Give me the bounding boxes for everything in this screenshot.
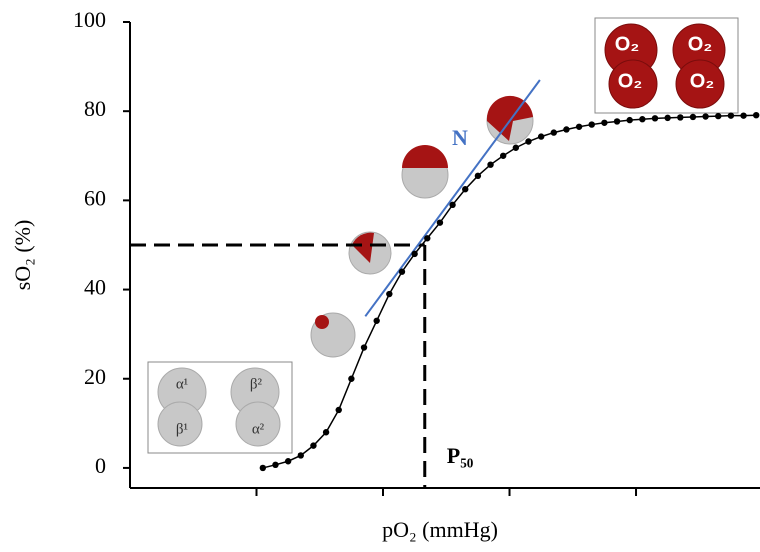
- data-point: [437, 219, 443, 225]
- y-tick-label: 100: [73, 7, 106, 32]
- chart: sO₂ (%) pO₂ (mmHg) 0 20 40 60 80 100 α¹ β² β¹ α² O…: [0, 0, 760, 552]
- y-axis-label: sO₂ (%): [10, 220, 35, 291]
- data-point: [753, 112, 759, 118]
- data-point: [424, 235, 430, 241]
- data-point: [373, 318, 379, 324]
- inset-label: O₂: [688, 33, 712, 55]
- inset-label: α¹: [176, 376, 188, 392]
- data-point: [399, 269, 405, 275]
- data-point: [715, 113, 721, 119]
- series-line: [263, 115, 756, 468]
- data-point: [652, 115, 658, 121]
- data-point: [336, 407, 342, 413]
- data-point: [614, 118, 620, 124]
- y-tick-label: 40: [84, 275, 106, 300]
- data-point: [563, 126, 569, 132]
- inset-label: α²: [252, 421, 265, 437]
- p50-label: P₅₀: [447, 443, 474, 468]
- data-point: [361, 344, 367, 350]
- data-point: [449, 202, 455, 208]
- inset-label: O₂: [690, 70, 714, 92]
- data-point: [690, 114, 696, 120]
- x-axis-label: pO₂ (mmHg): [382, 517, 498, 542]
- data-point: [285, 458, 291, 464]
- inset-label: O₂: [618, 70, 642, 92]
- data-point: [323, 429, 329, 435]
- data-point: [513, 145, 519, 151]
- data-point: [626, 117, 632, 123]
- y-tick-label: 20: [84, 364, 106, 389]
- inset-label: β¹: [176, 421, 188, 437]
- inset-label: O₂: [615, 33, 639, 55]
- data-point: [500, 153, 506, 159]
- data-point: [589, 121, 595, 127]
- data-point: [462, 186, 468, 192]
- data-point: [487, 161, 493, 167]
- data-point: [639, 116, 645, 122]
- data-point: [475, 173, 481, 179]
- y-tick-label: 0: [95, 453, 106, 478]
- data-point: [386, 291, 392, 297]
- data-point: [551, 129, 557, 135]
- y-tick-label: 80: [84, 96, 106, 121]
- decoration: [148, 18, 738, 453]
- data-point: [298, 452, 304, 458]
- inset-label: β²: [250, 376, 263, 392]
- data-point: [411, 251, 417, 257]
- data-point: [728, 112, 734, 118]
- data-point: [538, 133, 544, 139]
- tangent-line: [365, 80, 540, 316]
- data-point: [348, 376, 354, 382]
- data-point: [601, 120, 607, 126]
- data-point: [260, 465, 266, 471]
- data-point: [576, 124, 582, 130]
- y-tick-label: 60: [84, 185, 106, 210]
- data-point: [740, 112, 746, 118]
- data-point: [310, 442, 316, 448]
- data-point: [664, 115, 670, 121]
- data-point: [702, 113, 708, 119]
- data-point: [525, 138, 531, 144]
- data-point: [677, 114, 683, 120]
- data-point: [272, 462, 278, 468]
- tangent-label: N: [452, 125, 468, 150]
